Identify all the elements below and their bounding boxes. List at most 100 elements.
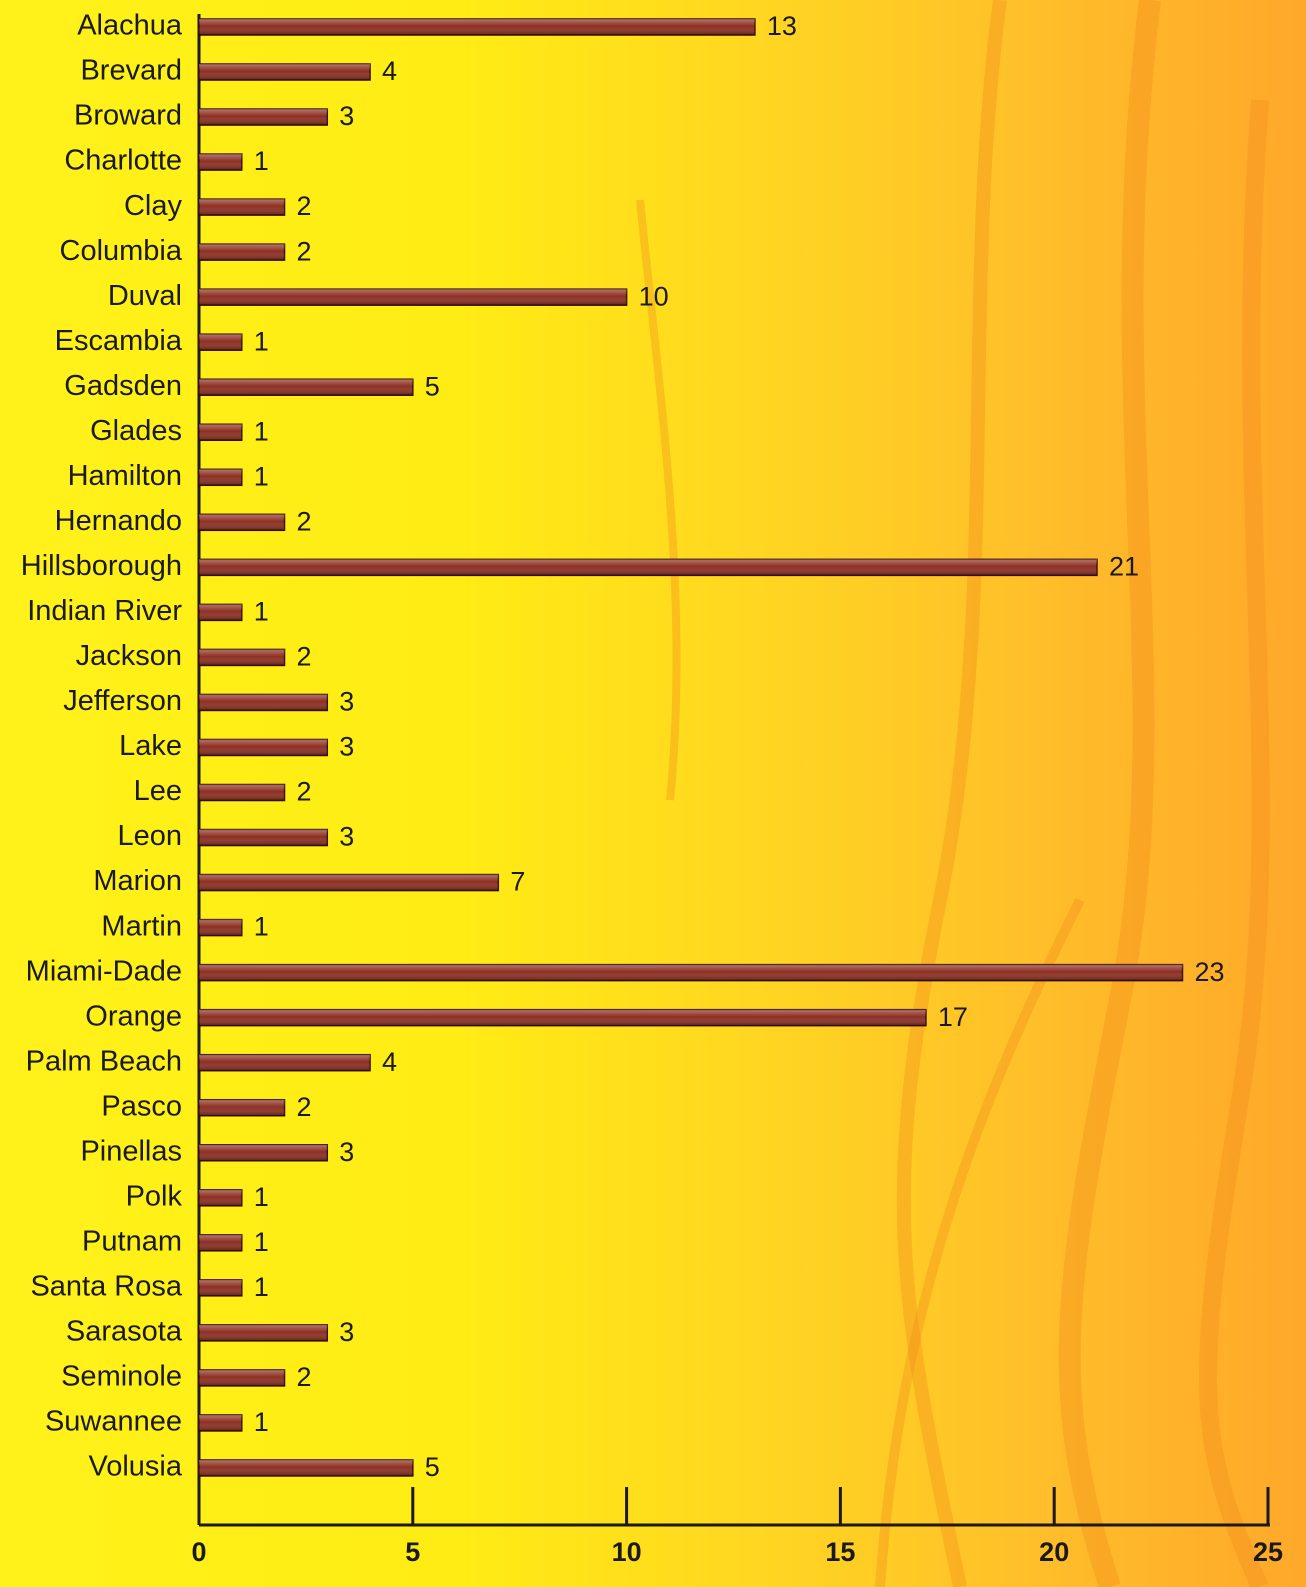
value-label: 1	[254, 1182, 269, 1212]
y-tick-label: Lee	[134, 775, 182, 807]
bar-shade	[199, 1145, 327, 1161]
y-tick-label: Orange	[85, 1000, 182, 1032]
y-tick-label: Seminole	[61, 1361, 182, 1393]
bar-shade	[199, 1190, 242, 1206]
y-tick-label: Broward	[74, 100, 182, 132]
y-tick-label: Santa Rosa	[30, 1270, 182, 1302]
y-tick-label: Pasco	[101, 1090, 182, 1122]
value-label: 3	[339, 687, 354, 717]
bar-shade	[199, 1010, 926, 1026]
bar-shade	[199, 244, 285, 260]
bar-shade	[199, 424, 242, 440]
bar-shade	[199, 334, 242, 350]
bar-shade	[199, 154, 242, 170]
y-tick-label: Jackson	[76, 640, 182, 672]
bar-shade	[199, 514, 285, 530]
value-label: 5	[425, 1452, 440, 1482]
bar-shade	[199, 965, 1182, 981]
bar-shade	[199, 1100, 285, 1116]
background-flames	[640, 0, 1261, 1587]
value-label: 4	[382, 1047, 397, 1077]
bar-shade	[199, 1370, 285, 1386]
x-tick-label: 5	[405, 1537, 420, 1567]
y-tick-label: Marion	[93, 865, 182, 897]
y-tick-label: Miami-Dade	[26, 955, 182, 987]
bar-shade	[199, 875, 498, 891]
y-tick-label: Palm Beach	[26, 1045, 182, 1077]
y-tick-label: Gadsden	[64, 370, 182, 402]
bar-shade	[199, 830, 327, 846]
value-label: 17	[938, 1002, 968, 1032]
value-label: 3	[339, 101, 354, 131]
y-tick-label: Columbia	[60, 235, 183, 267]
value-label: 1	[254, 461, 269, 491]
y-tick-label: Putnam	[82, 1225, 182, 1257]
x-tick-label: 20	[1039, 1537, 1069, 1567]
value-label: 3	[339, 1317, 354, 1347]
bar-shade	[199, 379, 413, 395]
y-tick-label: Brevard	[80, 55, 182, 87]
value-label: 3	[339, 1137, 354, 1167]
y-tick-label: Martin	[101, 910, 182, 942]
y-tick-label: Pinellas	[80, 1135, 182, 1167]
x-tick-label: 10	[612, 1537, 642, 1567]
value-label: 3	[339, 822, 354, 852]
bar-shade	[199, 64, 370, 80]
value-label: 2	[297, 506, 312, 536]
x-tick-label: 0	[191, 1537, 206, 1567]
bar-shade	[199, 559, 1097, 575]
page: 0510152025Alachua13Brevard4Broward3Charl…	[0, 0, 1306, 1587]
bar-shade	[199, 469, 242, 485]
value-label: 21	[1109, 551, 1139, 581]
bar-shade	[199, 785, 285, 801]
value-label: 1	[254, 912, 269, 942]
bar-shade	[199, 1280, 242, 1296]
value-label: 1	[254, 597, 269, 627]
y-tick-label: Leon	[117, 820, 182, 852]
x-tick-label: 15	[825, 1537, 855, 1567]
value-label: 5	[425, 371, 440, 401]
value-label: 4	[382, 56, 397, 86]
bar-shade	[199, 920, 242, 936]
value-label: 2	[297, 1092, 312, 1122]
value-label: 23	[1194, 957, 1224, 987]
y-tick-label: Hillsborough	[21, 550, 182, 582]
bar-shade	[199, 1460, 413, 1476]
bar-shade	[199, 694, 327, 710]
y-tick-label: Hernando	[55, 505, 182, 537]
y-tick-label: Jefferson	[63, 685, 182, 717]
y-tick-label: Sarasota	[66, 1316, 183, 1348]
bar-shade	[199, 739, 327, 755]
y-tick-label: Clay	[124, 190, 183, 222]
value-label: 1	[254, 1227, 269, 1257]
bar-shade	[199, 199, 285, 215]
y-tick-label: Alachua	[77, 10, 183, 42]
value-label: 2	[297, 642, 312, 672]
value-label: 1	[254, 1407, 269, 1437]
value-label: 10	[639, 281, 669, 311]
value-label: 1	[254, 1272, 269, 1302]
bar-shade	[199, 1055, 370, 1071]
bar-shade	[199, 604, 242, 620]
bar-shade	[199, 1325, 327, 1341]
bar-shade	[199, 1235, 242, 1251]
y-tick-label: Hamilton	[68, 460, 182, 492]
y-tick-label: Charlotte	[64, 145, 182, 177]
y-tick-label: Indian River	[27, 595, 182, 627]
bar-shade	[199, 1415, 242, 1431]
y-tick-label: Suwannee	[45, 1406, 182, 1438]
bar-shade	[199, 289, 627, 305]
bar-shade	[199, 649, 285, 665]
value-label: 2	[297, 191, 312, 221]
bar-shade	[199, 19, 755, 35]
value-label: 3	[339, 732, 354, 762]
value-label: 2	[297, 1362, 312, 1392]
value-label: 1	[254, 146, 269, 176]
value-label: 2	[297, 777, 312, 807]
y-tick-label: Glades	[90, 415, 182, 447]
chart: 0510152025Alachua13Brevard4Broward3Charl…	[0, 0, 1306, 1587]
y-tick-label: Escambia	[55, 325, 183, 357]
x-tick-label: 25	[1253, 1537, 1283, 1567]
value-label: 7	[510, 867, 525, 897]
